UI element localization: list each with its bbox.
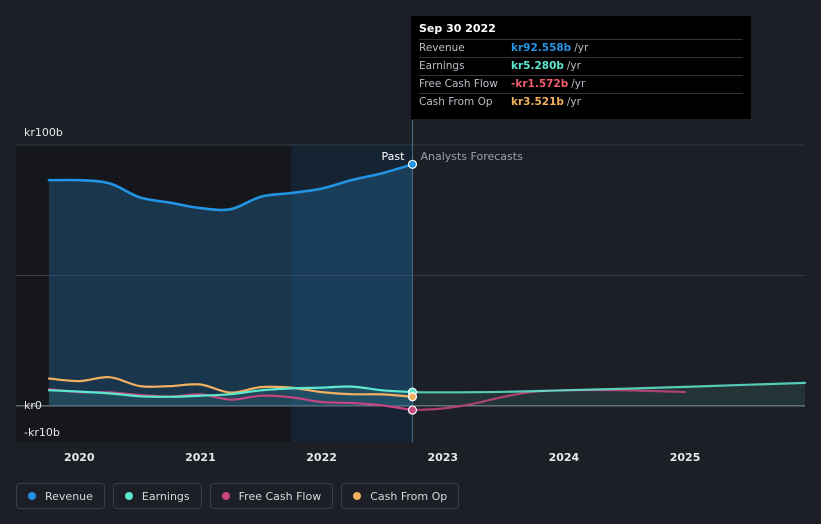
tooltip-unit: /yr — [571, 78, 586, 90]
tooltip-value: kr92.558b — [511, 42, 572, 54]
legend-dot-icon — [221, 492, 230, 500]
legend: Revenue Earnings Free Cash Flow Cash Fro… — [16, 483, 460, 509]
series-line-free-cash-flow-forecast — [411, 388, 687, 412]
series-line-revenue — [47, 163, 414, 212]
earnings-area — [412, 382, 805, 406]
tooltip-label: Earnings — [419, 60, 465, 72]
legend-item-revenue[interactable]: Revenue — [16, 483, 105, 509]
y-tick-label: kr100b — [24, 126, 63, 139]
series-line-earnings — [47, 385, 414, 398]
legend-dot-icon — [124, 492, 133, 500]
marker-free-cash-flow — [407, 405, 418, 415]
tooltip-row-earnings: Earnings kr5.280b /yr — [419, 57, 743, 75]
legend-item-free-cash-flow[interactable]: Free Cash Flow — [209, 483, 334, 509]
past-label: Past — [382, 150, 406, 163]
x-tick-label: 2023 — [427, 451, 458, 464]
tooltip-label: Free Cash Flow — [419, 78, 498, 90]
legend-dot-icon — [353, 492, 362, 500]
tooltip-row-revenue: Revenue kr92.558b /yr — [419, 39, 743, 57]
legend-item-cash-from-op[interactable]: Cash From Op — [341, 483, 460, 509]
legend-item-earnings[interactable]: Earnings — [112, 483, 202, 509]
marker-revenue — [407, 159, 418, 169]
x-tick-label: 2024 — [549, 451, 580, 464]
legend-label: Revenue — [45, 489, 93, 503]
legend-label: Cash From Op — [370, 489, 448, 503]
y-tick-label: -kr10b — [24, 426, 60, 439]
x-tick-label: 2022 — [306, 451, 337, 464]
tooltip-value: -kr1.572b — [511, 78, 569, 90]
y-tick-label: kr0 — [24, 399, 42, 412]
tooltip-row-cash-from-op: Cash From Op kr3.521b /yr — [419, 93, 743, 111]
legend-label: Free Cash Flow — [238, 489, 322, 503]
tooltip-label: Cash From Op — [419, 96, 493, 108]
revenue-area — [49, 164, 413, 406]
tooltip: Sep 30 2022 Revenue kr92.558b /yr Earnin… — [411, 16, 751, 119]
marker-cash-from-op — [407, 392, 418, 402]
legend-label: Earnings — [141, 489, 190, 503]
series-line-earnings-forecast — [411, 381, 807, 394]
x-tick-label: 2025 — [670, 451, 701, 464]
tooltip-unit: /yr — [566, 96, 581, 108]
tooltip-unit: /yr — [566, 60, 581, 72]
forecast-label: Analysts Forecasts — [420, 150, 523, 163]
tooltip-value: kr3.521b — [511, 96, 564, 108]
x-tick-label: 2020 — [64, 451, 95, 464]
legend-dot-icon — [28, 492, 36, 500]
highlight-region — [291, 145, 413, 442]
tooltip-label: Revenue — [419, 42, 465, 54]
series-line-cash-from-op — [47, 376, 414, 398]
tooltip-value: kr5.280b — [511, 60, 564, 72]
tooltip-row-free-cash-flow: Free Cash Flow -kr1.572b /yr — [419, 75, 743, 93]
x-tick-label: 2021 — [185, 451, 216, 464]
tooltip-unit: /yr — [574, 42, 589, 54]
tooltip-date: Sep 30 2022 — [419, 22, 496, 35]
